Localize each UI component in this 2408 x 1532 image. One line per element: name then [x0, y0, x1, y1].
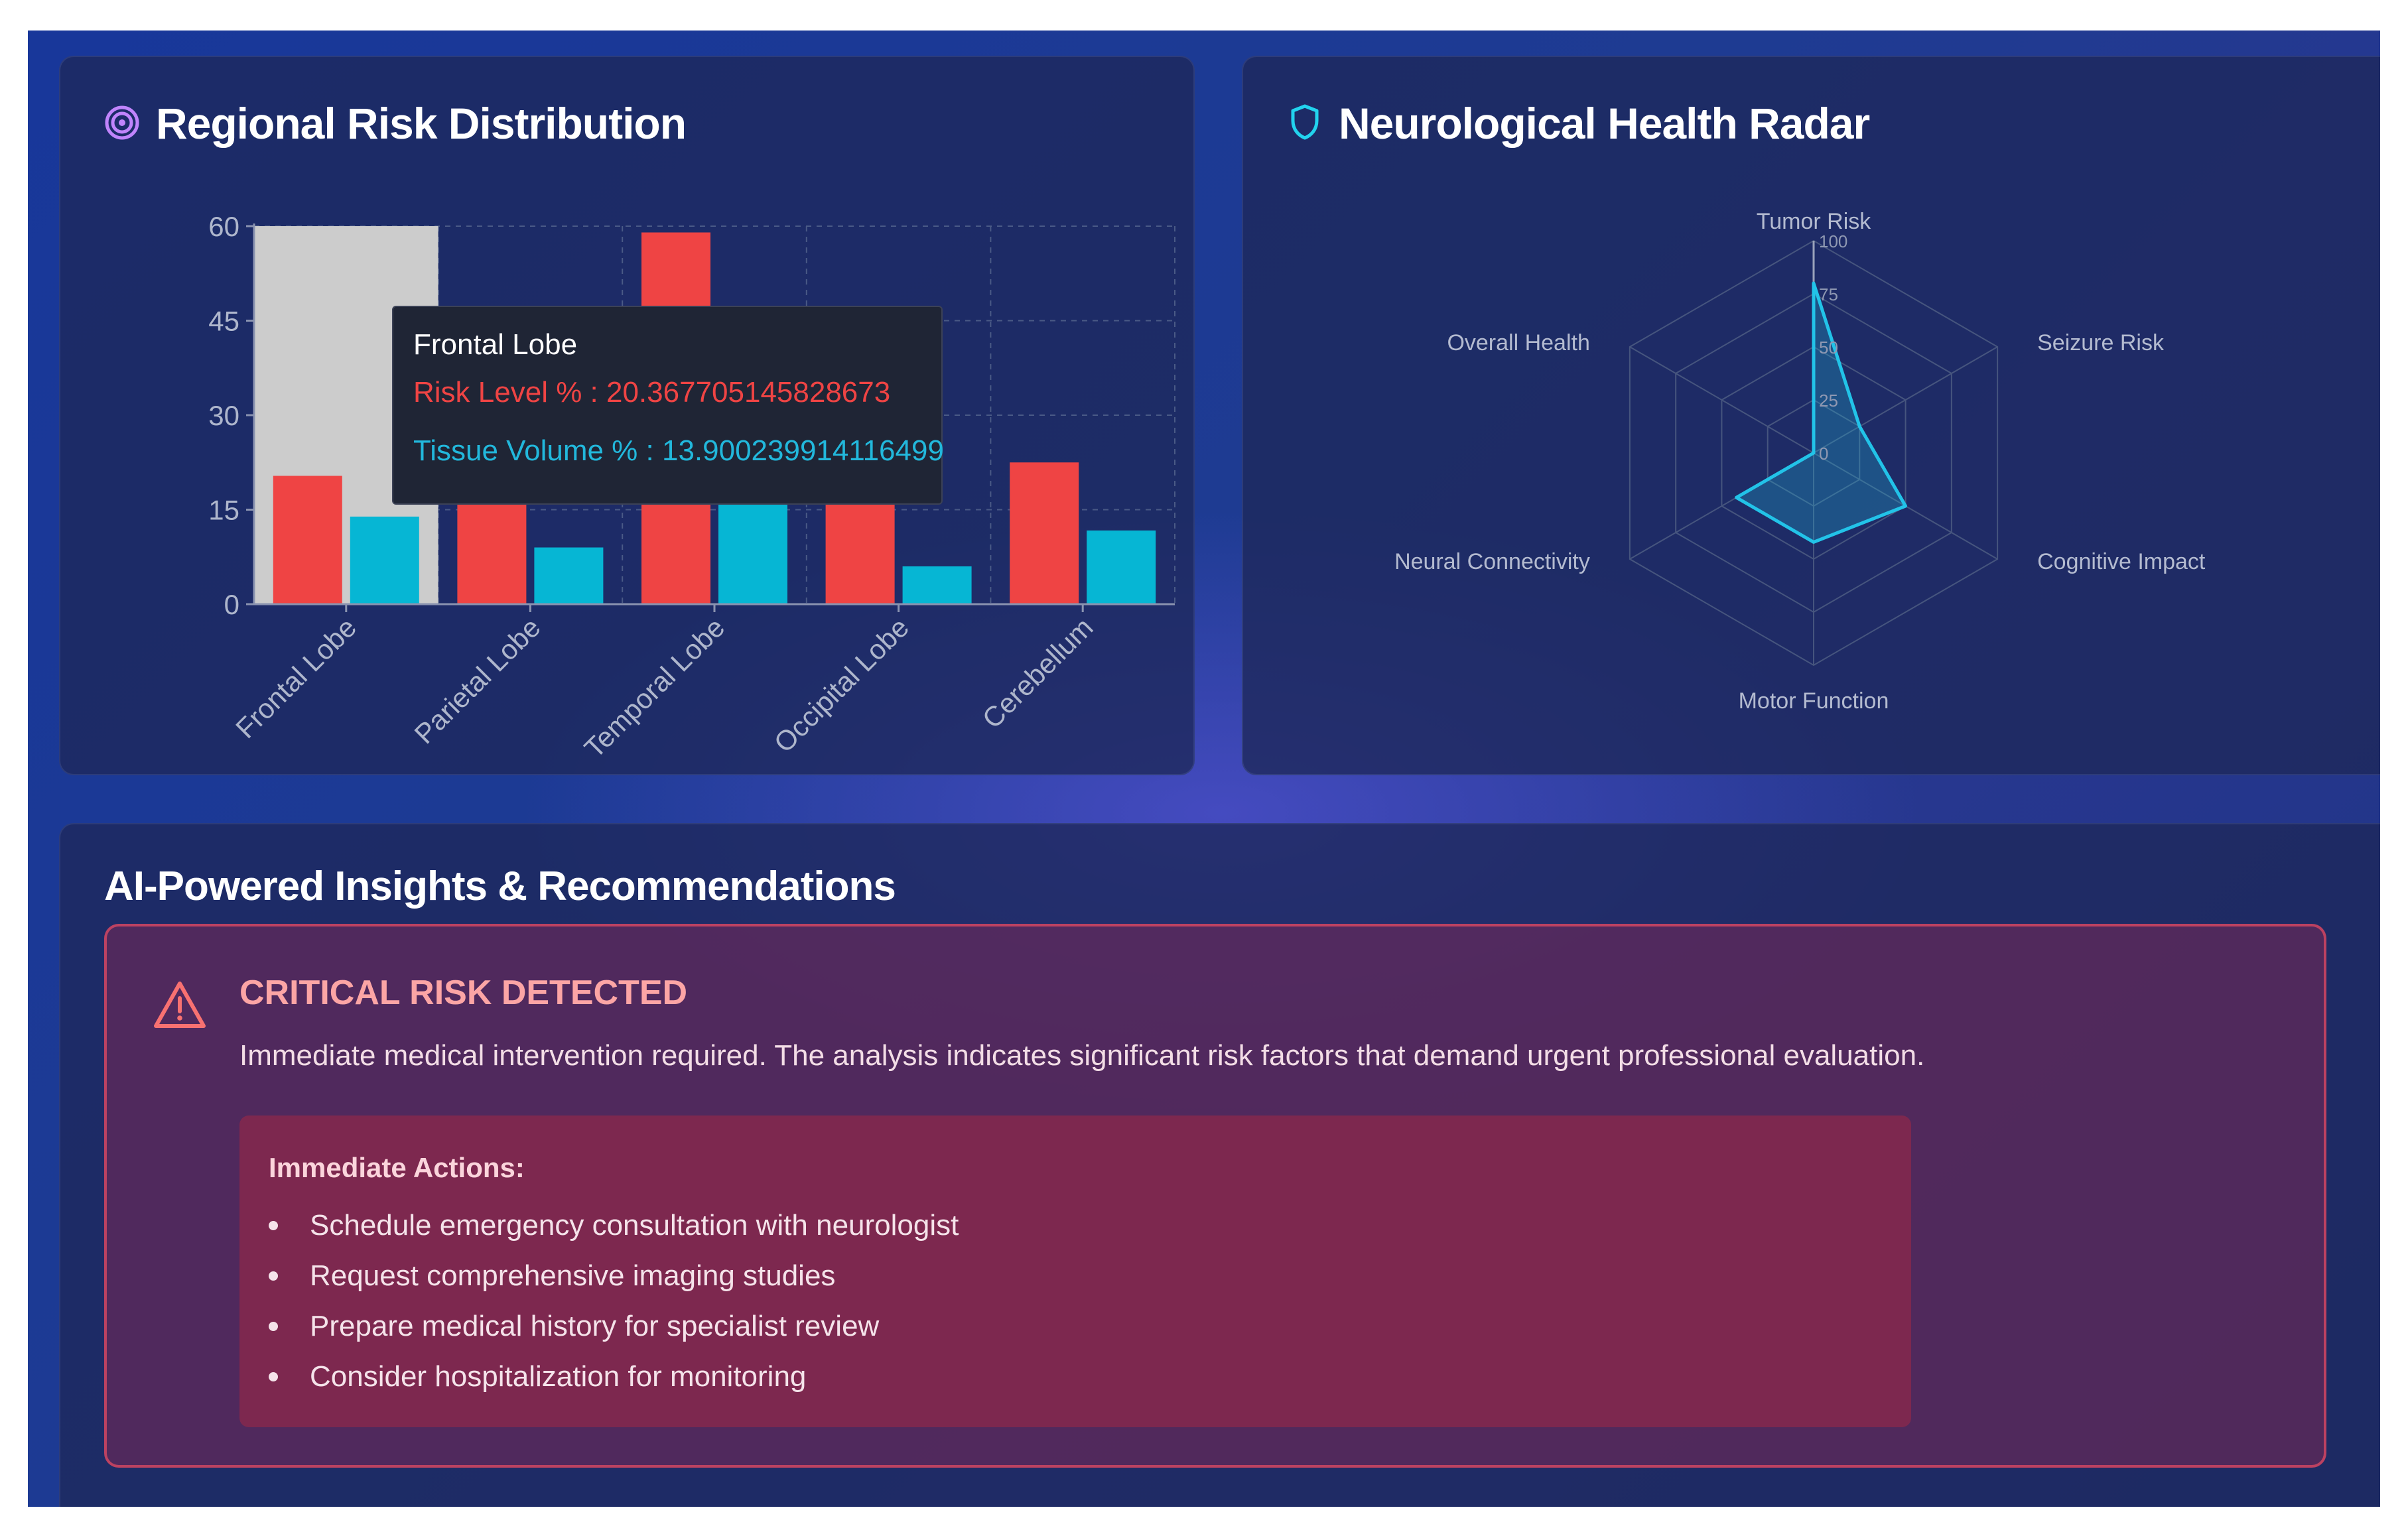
- radar-axis-label: Neural Connectivity: [1394, 549, 1590, 574]
- insights-card: AI-Powered Insights & Recommendations CR…: [59, 823, 2380, 1507]
- y-tick-label: 45: [208, 306, 239, 337]
- risk-bar: [1010, 462, 1079, 604]
- critical-risk-alert: CRITICAL RISK DETECTED Immediate medical…: [104, 924, 2326, 1468]
- risk-bar: [457, 491, 527, 604]
- alert-title: CRITICAL RISK DETECTED: [239, 974, 688, 1012]
- actions-title: Immediate Actions:: [269, 1152, 525, 1183]
- x-tick-label: Frontal Lobe: [230, 611, 362, 744]
- tooltip-category: Frontal Lobe: [413, 328, 578, 361]
- action-item: Schedule emergency consultation with neu…: [269, 1200, 959, 1251]
- radar-card-title: Neurological Health Radar: [1339, 99, 1870, 148]
- radar-axis-label: Tumor Risk: [1757, 209, 1872, 234]
- radar-axis-label: Seizure Risk: [2037, 330, 2165, 355]
- y-tick-label: 30: [208, 400, 239, 431]
- regional-risk-card: Regional Risk Distribution 0 15 30 45 60 Fron…: [59, 56, 1195, 775]
- tissue-bar: [1087, 530, 1156, 604]
- target-icon: [105, 105, 139, 140]
- x-tick-label: Occipital Lobe: [768, 611, 915, 758]
- immediate-actions-box: Immediate Actions: Schedule emergency co…: [239, 1116, 1911, 1427]
- radial-tick-label: 75: [1819, 285, 1838, 304]
- dashboard: Regional Risk Distribution 0 15 30 45 60 Fron…: [28, 31, 2380, 1507]
- y-tick-label: 60: [208, 211, 239, 242]
- shield-icon: [1291, 104, 1319, 140]
- radar-axis-label: Motor Function: [1739, 688, 1889, 714]
- x-tick-label: Temporal Lobe: [578, 611, 731, 764]
- tooltip-risk-value: Risk Level % : 20.367705145828673: [413, 376, 891, 409]
- radar-axis-label: Overall Health: [1447, 330, 1589, 355]
- action-item: Consider hospitalization for monitoring: [269, 1352, 959, 1402]
- tissue-bar: [718, 497, 787, 604]
- radial-tick-label: 0: [1819, 444, 1828, 464]
- x-tick-label: Cerebellum: [976, 611, 1099, 734]
- y-tick-label: 0: [224, 589, 239, 620]
- chart-tooltip: Frontal Lobe Risk Level % : 20.367705145…: [392, 306, 944, 505]
- bar-card-title: Regional Risk Distribution: [156, 99, 687, 148]
- tissue-bar: [350, 516, 419, 604]
- tissue-bar: [534, 547, 604, 604]
- radar-data-area: [1735, 281, 1908, 544]
- risk-bar: [273, 476, 342, 604]
- radial-tick-label: 25: [1819, 391, 1838, 411]
- action-item: Prepare medical history for specialist r…: [269, 1301, 959, 1352]
- y-tick-label: 15: [208, 495, 239, 526]
- tissue-bar: [902, 566, 972, 604]
- action-item: Request comprehensive imaging studies: [269, 1251, 959, 1301]
- radar-axis-label: Cognitive Impact: [2037, 549, 2206, 574]
- tooltip-volume-value: Tissue Volume % : 13.900239914116499: [413, 434, 944, 467]
- insights-title: AI-Powered Insights & Recommendations: [104, 863, 896, 909]
- radial-tick-label: 50: [1819, 338, 1838, 357]
- neuro-radar-card: Neurological Health Radar 0 25 50 75 100 Tumo…: [1242, 56, 2380, 775]
- alert-description: Immediate medical intervention required.…: [239, 1039, 1925, 1072]
- risk-bar: [825, 497, 895, 604]
- radar-spoke: [1629, 346, 1814, 454]
- actions-list: Schedule emergency consultation with neu…: [269, 1200, 959, 1402]
- x-tick-label: Parietal Lobe: [409, 611, 547, 749]
- radial-tick-label: 100: [1819, 231, 1847, 251]
- warning-triangle-icon: [154, 982, 206, 1028]
- radar-spoke: [1813, 346, 1998, 454]
